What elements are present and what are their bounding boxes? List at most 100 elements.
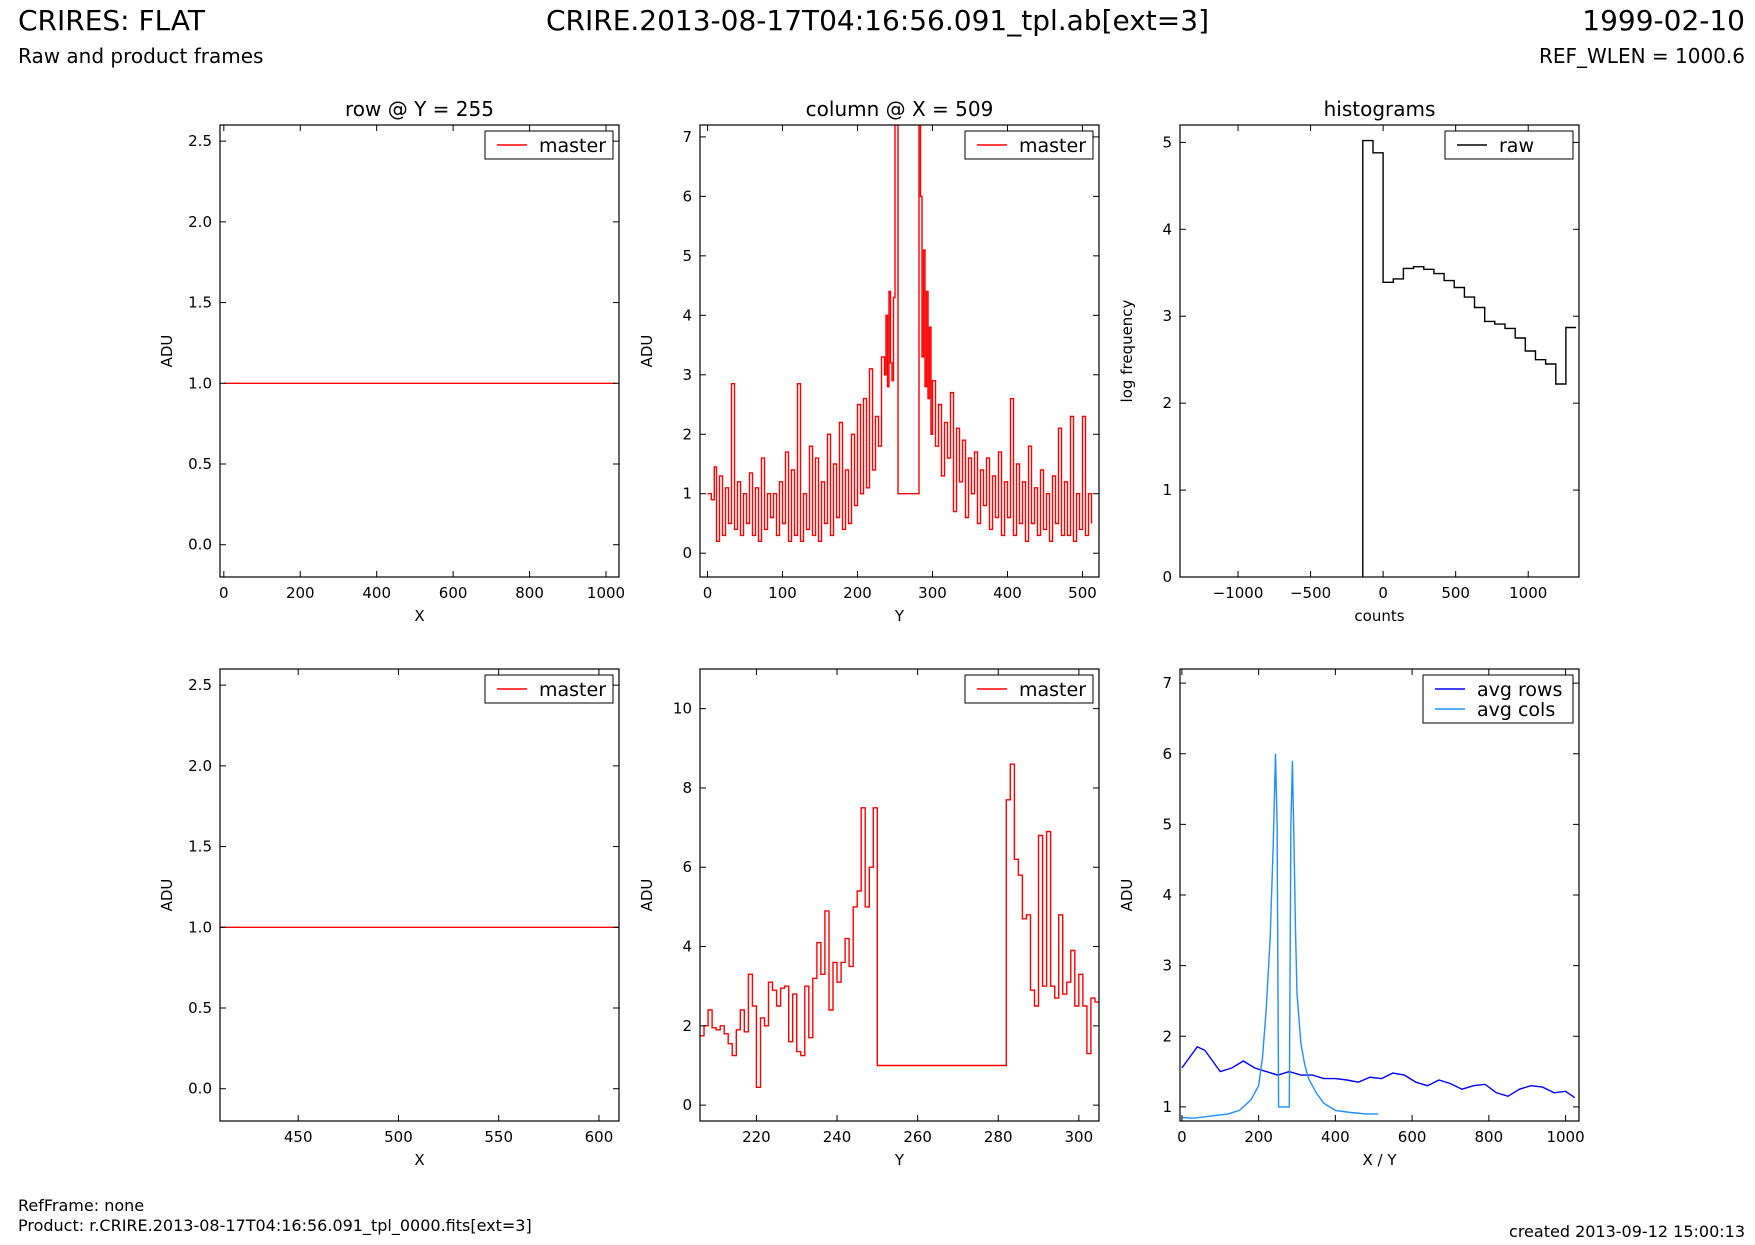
x-tick-label: 800 [515, 584, 544, 602]
y-axis-label: ADU [638, 335, 656, 368]
x-tick-label: 220 [742, 1128, 771, 1146]
y-axis-label: log frequency [1118, 299, 1136, 402]
x-tick-label: 400 [993, 584, 1022, 602]
plot-frame [219, 124, 620, 578]
series-line-1 [1181, 753, 1379, 1119]
file-title: CRIRE.2013-08-17T04:16:56.091_tpl.ab[ext… [545, 4, 1209, 37]
legend-entry: master [1019, 679, 1086, 701]
legend-entry: master [1019, 135, 1086, 157]
y-axis-label: ADU [158, 879, 176, 912]
x-tick-label: 800 [1475, 1128, 1504, 1146]
y-tick-label: 3 [1162, 957, 1172, 975]
x-tick-label: −1000 [1213, 584, 1264, 602]
page-subtitle: Raw and product frames [18, 44, 264, 68]
chart-title: column @ X = 509 [806, 97, 994, 121]
y-tick-label: 1 [1162, 481, 1172, 499]
x-tick-label: 600 [1398, 1128, 1427, 1146]
y-tick-label: 6 [682, 858, 692, 876]
legend-entry: raw [1499, 135, 1534, 157]
x-tick-label: 600 [439, 584, 468, 602]
x-tick-label: 200 [286, 584, 315, 602]
y-tick-label: 4 [1162, 220, 1172, 238]
legend-entry: master [539, 135, 606, 157]
x-tick-label: 600 [585, 1128, 614, 1146]
y-tick-label: 1.5 [188, 838, 212, 856]
y-tick-label: 7 [1162, 674, 1172, 692]
y-tick-label: 5 [1162, 815, 1172, 833]
y-tick-label: 2 [1162, 394, 1172, 412]
y-tick-label: 0.0 [188, 1080, 212, 1098]
chart-row_zoom: 450 500 550 600 0.0 0.5 1.0 1.5 2.0 2.5 X ADU master [158, 668, 620, 1169]
x-tick-label: 450 [284, 1128, 313, 1146]
y-tick-label: 0 [1162, 568, 1172, 586]
x-tick-label: 280 [984, 1128, 1013, 1146]
x-tick-label: 400 [362, 584, 391, 602]
ref-wlen-label: REF_WLEN = 1000.6 [1538, 44, 1745, 68]
x-tick-label: 1000 [1546, 1128, 1584, 1146]
x-tick-label: 200 [843, 584, 872, 602]
y-tick-label: 2.5 [188, 132, 212, 150]
legend-entry: avg cols [1477, 699, 1555, 721]
y-tick-label: 2 [682, 425, 692, 443]
y-tick-label: 0.0 [188, 536, 212, 554]
series-line-0 [1181, 1045, 1576, 1099]
y-tick-label: 2.5 [188, 676, 212, 694]
chart-col_zoom: 220 240 260 280 300 0 2 4 6 8 10 Y ADU master [638, 668, 1100, 1169]
x-tick-label: 0 [703, 584, 713, 602]
created-label: created 2013-09-12 15:00:13 [1509, 1222, 1745, 1241]
x-tick-label: 500 [384, 1128, 413, 1146]
y-axis-label: ADU [638, 879, 656, 912]
y-tick-label: 4 [1162, 886, 1172, 904]
plot-frame [219, 668, 620, 1122]
y-tick-label: 2.0 [188, 213, 212, 231]
y-tick-label: 7 [682, 128, 692, 146]
chart-title: row @ Y = 255 [345, 97, 494, 121]
product-label: Product: r.CRIRE.2013-08-17T04:16:56.091… [18, 1216, 532, 1235]
legend-entry: avg rows [1477, 679, 1562, 701]
y-tick-label: 10 [673, 700, 692, 718]
series-line-0 [1362, 139, 1577, 577]
x-axis-label: Y [894, 1151, 905, 1169]
chart-averages: 0 200 400 600 800 1000 1 2 3 4 5 6 7 X / Y ADU avg rows… [1118, 668, 1585, 1169]
x-axis-label: X / Y [1362, 1151, 1397, 1169]
x-axis-label: X [414, 607, 424, 625]
page-title: CRIRES: FLAT [18, 4, 205, 37]
y-tick-label: 8 [682, 779, 692, 797]
chart-title: histograms [1324, 97, 1436, 121]
y-tick-label: 3 [1162, 307, 1172, 325]
legend-box [1422, 674, 1574, 724]
y-tick-label: 6 [682, 187, 692, 205]
y-tick-label: 0.5 [188, 999, 212, 1017]
y-tick-label: 5 [1162, 133, 1172, 151]
x-tick-label: 1000 [1509, 584, 1547, 602]
ref-frame-label: RefFrame: none [18, 1196, 145, 1215]
x-tick-label: 300 [1065, 1128, 1094, 1146]
y-tick-label: 1.0 [188, 918, 212, 936]
plot-frame [699, 124, 1100, 578]
y-tick-label: 2.0 [188, 757, 212, 775]
x-axis-label: X [414, 1151, 424, 1169]
y-tick-label: 5 [682, 247, 692, 265]
chart-histograms: −1000 −500 0 500 1000 0 1 2 3 4 5 histograms counts l… [1118, 97, 1580, 625]
series-line-0 [700, 763, 1099, 1089]
y-axis-label: ADU [1118, 879, 1136, 912]
y-tick-label: 2 [682, 1017, 692, 1035]
x-tick-label: 0 [1378, 584, 1388, 602]
x-tick-label: 240 [823, 1128, 852, 1146]
x-tick-label: −500 [1290, 584, 1331, 602]
y-axis-label: ADU [158, 335, 176, 368]
plot-frame [1179, 668, 1580, 1122]
y-tick-label: 1 [682, 485, 692, 503]
x-tick-label: 500 [1068, 584, 1097, 602]
x-tick-label: 550 [484, 1128, 513, 1146]
legend-entry: master [539, 679, 606, 701]
y-tick-label: 3 [682, 366, 692, 384]
y-tick-label: 6 [1162, 745, 1172, 763]
y-tick-label: 4 [682, 306, 692, 324]
y-tick-label: 1.5 [188, 294, 212, 312]
x-axis-label: Y [894, 607, 905, 625]
plot-frame [699, 668, 1100, 1122]
y-tick-label: 0 [682, 544, 692, 562]
x-tick-label: 0 [1177, 1128, 1187, 1146]
